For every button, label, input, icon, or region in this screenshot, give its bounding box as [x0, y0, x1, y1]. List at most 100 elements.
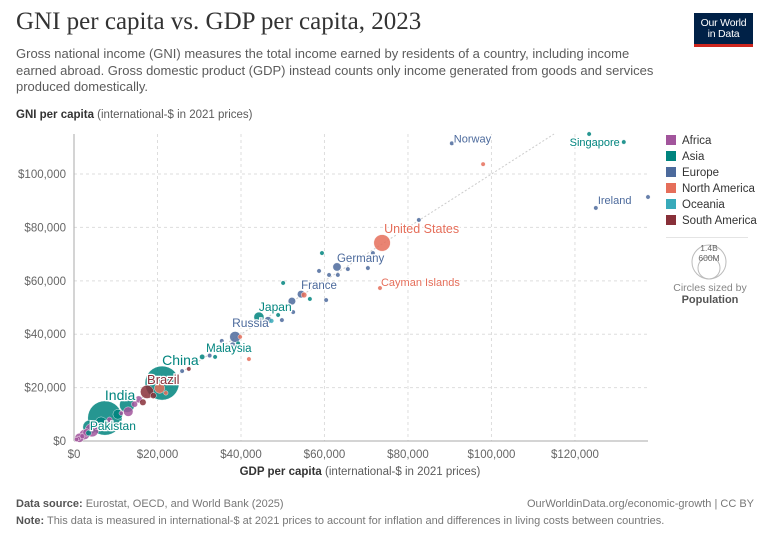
legend-item-africa[interactable]: Africa	[666, 134, 711, 148]
data-source-label: Data source:	[16, 498, 83, 510]
data-point[interactable]	[287, 297, 296, 306]
y-tick-label: $100,000	[18, 169, 66, 181]
data-point[interactable]	[279, 317, 285, 323]
data-point[interactable]	[377, 285, 383, 291]
source-url-link[interactable]: OurWorldinData.org/economic-growth | CC …	[526, 498, 754, 510]
data-point[interactable]	[326, 272, 332, 278]
data-point[interactable]	[300, 291, 308, 299]
data-point[interactable]	[416, 217, 422, 223]
data-point[interactable]	[131, 400, 138, 408]
legend-swatch	[666, 167, 676, 177]
data-point[interactable]	[593, 205, 599, 211]
data-point[interactable]	[207, 353, 213, 358]
legend-item-south-america[interactable]: South America	[666, 214, 757, 228]
data-point[interactable]	[365, 265, 371, 271]
x-axis-label-unit: (international-$ in 2021 prices)	[325, 466, 481, 478]
data-point[interactable]	[199, 354, 205, 360]
data-point[interactable]	[186, 366, 192, 372]
data-point[interactable]	[246, 356, 252, 362]
y-tick-label: $20,000	[24, 383, 66, 395]
y-tick-label: $60,000	[24, 276, 66, 288]
data-point[interactable]	[335, 272, 341, 278]
data-point[interactable]	[645, 194, 651, 200]
chart-subtitle: Gross national income (GNI) measures the…	[16, 46, 654, 94]
data-point[interactable]	[219, 338, 225, 344]
legend-item-oceania[interactable]: Oceania	[666, 198, 725, 212]
x-tick-label: $80,000	[387, 449, 429, 461]
data-point[interactable]	[212, 354, 218, 360]
data-point[interactable]	[118, 410, 124, 416]
x-tick-label: $60,000	[304, 449, 346, 461]
legend-label: Oceania	[682, 199, 725, 211]
legend-item-north-america[interactable]: North America	[666, 182, 755, 196]
x-axis-label-bold: GDP per capita	[239, 466, 322, 478]
legend-swatch	[666, 199, 676, 209]
legend-swatch	[666, 135, 676, 145]
y-axis-label-unit: (international-$ in 2021 prices)	[97, 109, 253, 121]
y-tick-label: $40,000	[24, 329, 66, 341]
legend-swatch	[666, 151, 676, 161]
legend-divider	[666, 237, 748, 238]
data-point[interactable]	[621, 139, 627, 145]
data-point[interactable]	[319, 250, 325, 256]
point-label: Norway	[454, 133, 492, 145]
legend-item-europe[interactable]: Europe	[666, 166, 719, 180]
data-source-text: Eurostat, OECD, and World Bank (2025)	[85, 498, 284, 510]
point-label: Brazil	[147, 372, 180, 387]
legend-label: Europe	[682, 167, 720, 179]
data-point[interactable]	[139, 398, 147, 406]
data-point[interactable]	[280, 280, 286, 286]
data-point[interactable]	[586, 131, 592, 137]
data-point[interactable]	[290, 309, 296, 315]
size-legend-tick: 1.4B	[700, 243, 718, 253]
data-point[interactable]	[332, 262, 342, 272]
data-point[interactable]	[345, 266, 351, 272]
data-point[interactable]	[253, 311, 265, 323]
legend-label: North America	[682, 183, 755, 195]
data-point[interactable]	[106, 416, 113, 423]
size-legend-circle-small	[697, 256, 721, 280]
data-point[interactable]	[370, 250, 376, 256]
data-point[interactable]	[237, 334, 243, 340]
point-label: Germany	[337, 253, 385, 265]
y-axis-label-bold: GNI per capita	[16, 109, 94, 121]
data-point[interactable]	[93, 422, 101, 430]
point-label: Singapore	[570, 137, 620, 149]
data-point[interactable]	[123, 406, 134, 417]
data-point[interactable]	[85, 429, 92, 437]
point-label: Japan	[259, 300, 292, 314]
note-label: Note:	[16, 515, 45, 527]
point-label: Ireland	[598, 195, 632, 207]
legend-swatch	[666, 183, 676, 193]
legend-item-asia[interactable]: Asia	[666, 150, 704, 164]
data-point[interactable]	[373, 234, 391, 252]
data-point[interactable]	[229, 341, 236, 348]
data-point[interactable]	[163, 390, 169, 396]
data-point[interactable]	[154, 382, 165, 394]
chart-title: GNI per capita vs. GDP per capita, 2023	[16, 8, 422, 35]
data-point[interactable]	[235, 340, 241, 346]
owid-logo[interactable]: Our World in Data	[694, 13, 753, 47]
note-text: This data is measured in international-$…	[46, 515, 665, 527]
data-point[interactable]	[316, 268, 322, 274]
data-point[interactable]	[323, 297, 329, 303]
x-axis-label: GDP per capita (international-$ in 2021 …	[0, 466, 720, 478]
data-point[interactable]	[449, 140, 455, 146]
legend-label: Africa	[682, 135, 712, 147]
data-point[interactable]	[74, 436, 79, 442]
x-tick-label: $100,000	[467, 449, 515, 461]
data-point[interactable]	[307, 296, 313, 302]
x-tick-label: $20,000	[137, 449, 179, 461]
legend-label: South America	[682, 215, 757, 227]
point-label: France	[301, 280, 337, 292]
data-point[interactable]	[268, 318, 275, 324]
data-point[interactable]	[79, 433, 86, 439]
x-tick-label: $40,000	[220, 449, 262, 461]
data-source: Data source: Eurostat, OECD, and World B…	[16, 498, 284, 510]
data-point[interactable]	[179, 368, 185, 374]
x-tick-label: $0	[68, 449, 81, 461]
data-point[interactable]	[275, 312, 281, 318]
point-label: Malaysia	[206, 343, 252, 355]
data-point[interactable]	[480, 161, 486, 167]
data-point[interactable]	[150, 392, 157, 399]
